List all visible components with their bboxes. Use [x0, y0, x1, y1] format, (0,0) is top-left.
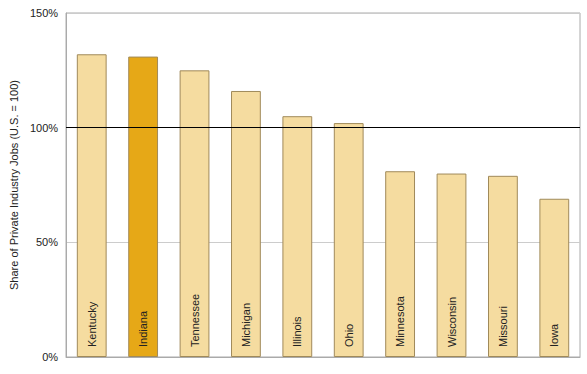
svg-text:150%: 150% [30, 7, 58, 19]
svg-text:Indiana: Indiana [137, 310, 149, 347]
svg-text:Michigan: Michigan [240, 303, 252, 347]
svg-text:Tennessee: Tennessee [189, 294, 201, 347]
svg-text:Share of Private Industry Jobs: Share of Private Industry Jobs (U.S. = 1… [8, 80, 20, 290]
svg-text:Kentucky: Kentucky [86, 301, 98, 347]
svg-text:Illinois: Illinois [291, 316, 303, 347]
svg-text:Missouri: Missouri [497, 306, 509, 347]
svg-text:Ohio: Ohio [343, 324, 355, 347]
svg-text:50%: 50% [36, 236, 58, 248]
svg-text:Minnesota: Minnesota [394, 295, 406, 347]
svg-text:Iowa: Iowa [548, 323, 560, 347]
svg-text:Wisconsin: Wisconsin [446, 297, 458, 347]
svg-text:0%: 0% [42, 351, 58, 363]
svg-text:100%: 100% [30, 122, 58, 134]
